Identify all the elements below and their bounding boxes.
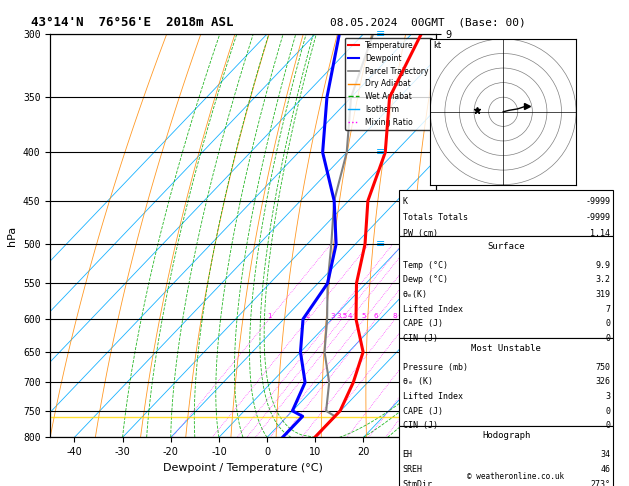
Text: -9999: -9999 (585, 213, 610, 222)
Text: EH: EH (403, 451, 413, 459)
Text: Lifted Index: Lifted Index (403, 305, 462, 313)
Text: θₑ(K): θₑ(K) (403, 290, 428, 299)
Text: -9999: -9999 (585, 197, 610, 207)
Text: Most Unstable: Most Unstable (471, 344, 542, 353)
Text: Lifted Index: Lifted Index (403, 392, 462, 401)
Text: 0: 0 (605, 421, 610, 430)
Text: 1.14: 1.14 (590, 228, 610, 238)
Text: Dewp (°C): Dewp (°C) (403, 276, 448, 284)
Text: Hodograph: Hodograph (482, 432, 530, 440)
Text: 3: 3 (605, 392, 610, 401)
Text: 10: 10 (406, 313, 415, 319)
Text: 3.2: 3.2 (595, 276, 610, 284)
Text: 08.05.2024  00GMT  (Base: 00): 08.05.2024 00GMT (Base: 00) (330, 17, 526, 27)
Text: 0: 0 (605, 407, 610, 416)
Text: Pressure (mb): Pressure (mb) (403, 363, 467, 372)
Text: 6: 6 (374, 313, 378, 319)
Text: 34: 34 (600, 451, 610, 459)
Text: 1: 1 (267, 313, 271, 319)
Text: 273°: 273° (590, 480, 610, 486)
Text: 8: 8 (392, 313, 397, 319)
Text: 750: 750 (595, 363, 610, 372)
Text: 319: 319 (595, 290, 610, 299)
Text: 43°14'N  76°56'E  2018m ASL: 43°14'N 76°56'E 2018m ASL (31, 16, 233, 29)
Text: 9.9: 9.9 (595, 261, 610, 270)
Text: ≡: ≡ (376, 239, 385, 249)
Text: K: K (403, 197, 408, 207)
Text: θₑ (K): θₑ (K) (403, 378, 433, 386)
Text: Surface: Surface (487, 242, 525, 251)
Text: StmDir: StmDir (403, 480, 433, 486)
Text: 46: 46 (600, 465, 610, 474)
Text: 326: 326 (595, 378, 610, 386)
Text: Mixing Ratio (g/kg): Mixing Ratio (g/kg) (467, 193, 476, 278)
Text: Temp (°C): Temp (°C) (403, 261, 448, 270)
Text: kt: kt (433, 41, 442, 50)
Text: PW (cm): PW (cm) (403, 228, 438, 238)
Text: 2: 2 (306, 313, 310, 319)
Text: Totals Totals: Totals Totals (403, 213, 467, 222)
Text: SREH: SREH (403, 465, 423, 474)
Text: ≡: ≡ (376, 147, 385, 157)
Text: CIN (J): CIN (J) (403, 421, 438, 430)
Text: 5: 5 (362, 313, 366, 319)
Text: ≡: ≡ (376, 29, 385, 39)
Text: CIN (J): CIN (J) (403, 334, 438, 343)
Text: CAPE (J): CAPE (J) (403, 319, 443, 328)
X-axis label: Dewpoint / Temperature (°C): Dewpoint / Temperature (°C) (163, 463, 323, 473)
Text: 3: 3 (330, 313, 335, 319)
Y-axis label: hPa: hPa (8, 226, 18, 246)
Text: 0: 0 (605, 334, 610, 343)
Legend: Temperature, Dewpoint, Parcel Trajectory, Dry Adiabat, Wet Adiabat, Isotherm, Mi: Temperature, Dewpoint, Parcel Trajectory… (345, 38, 432, 130)
Y-axis label: km
ASL: km ASL (457, 225, 476, 246)
Text: CAPE (J): CAPE (J) (403, 407, 443, 416)
Text: 3.5: 3.5 (336, 313, 347, 319)
Text: 0: 0 (605, 319, 610, 328)
Text: LCL: LCL (443, 413, 459, 422)
Text: 4: 4 (348, 313, 352, 319)
Text: 7: 7 (605, 305, 610, 313)
Text: © weatheronline.co.uk: © weatheronline.co.uk (467, 472, 564, 481)
